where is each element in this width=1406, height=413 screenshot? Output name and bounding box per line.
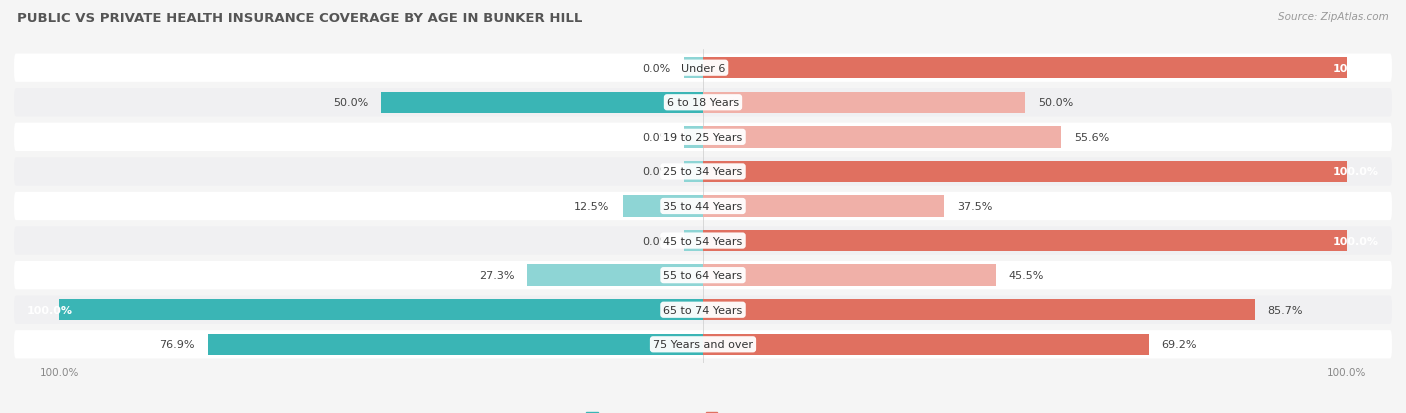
- Text: 0.0%: 0.0%: [643, 64, 671, 74]
- Bar: [683, 161, 703, 183]
- Text: Under 6: Under 6: [681, 64, 725, 74]
- Text: 55 to 64 Years: 55 to 64 Years: [664, 271, 742, 280]
- Bar: [703, 93, 1025, 114]
- Bar: [703, 265, 995, 286]
- Bar: [683, 127, 703, 148]
- Legend: Public Insurance, Private Insurance: Public Insurance, Private Insurance: [582, 408, 824, 413]
- Text: Source: ZipAtlas.com: Source: ZipAtlas.com: [1278, 12, 1389, 22]
- Text: 100.0%: 100.0%: [1333, 236, 1379, 246]
- Text: 19 to 25 Years: 19 to 25 Years: [664, 133, 742, 142]
- Bar: [527, 265, 703, 286]
- FancyBboxPatch shape: [14, 192, 1392, 221]
- Bar: [703, 299, 1254, 320]
- Text: 85.7%: 85.7%: [1268, 305, 1303, 315]
- Text: 12.5%: 12.5%: [574, 202, 610, 211]
- FancyBboxPatch shape: [14, 55, 1392, 83]
- Text: 0.0%: 0.0%: [643, 167, 671, 177]
- FancyBboxPatch shape: [14, 89, 1392, 117]
- Text: 100.0%: 100.0%: [1333, 167, 1379, 177]
- Text: 0.0%: 0.0%: [643, 236, 671, 246]
- Text: 69.2%: 69.2%: [1161, 339, 1197, 349]
- Text: 100.0%: 100.0%: [1333, 64, 1379, 74]
- Text: 45.5%: 45.5%: [1010, 271, 1045, 280]
- Bar: [703, 58, 1347, 79]
- Text: 65 to 74 Years: 65 to 74 Years: [664, 305, 742, 315]
- Bar: [703, 334, 1149, 355]
- FancyBboxPatch shape: [14, 330, 1392, 358]
- Text: 50.0%: 50.0%: [1038, 98, 1073, 108]
- Text: 35 to 44 Years: 35 to 44 Years: [664, 202, 742, 211]
- Text: 55.6%: 55.6%: [1074, 133, 1109, 142]
- Bar: [703, 161, 1347, 183]
- Bar: [381, 93, 703, 114]
- Text: 100.0%: 100.0%: [27, 305, 73, 315]
- Text: PUBLIC VS PRIVATE HEALTH INSURANCE COVERAGE BY AGE IN BUNKER HILL: PUBLIC VS PRIVATE HEALTH INSURANCE COVER…: [17, 12, 582, 25]
- Bar: [703, 196, 945, 217]
- Text: 45 to 54 Years: 45 to 54 Years: [664, 236, 742, 246]
- Text: 75 Years and over: 75 Years and over: [652, 339, 754, 349]
- Bar: [683, 230, 703, 252]
- Text: 0.0%: 0.0%: [643, 133, 671, 142]
- Bar: [59, 299, 703, 320]
- Bar: [683, 58, 703, 79]
- Text: 37.5%: 37.5%: [957, 202, 993, 211]
- Bar: [703, 127, 1062, 148]
- Text: 25 to 34 Years: 25 to 34 Years: [664, 167, 742, 177]
- FancyBboxPatch shape: [14, 123, 1392, 152]
- Text: 27.3%: 27.3%: [479, 271, 515, 280]
- Bar: [703, 230, 1347, 252]
- Bar: [623, 196, 703, 217]
- Bar: [208, 334, 703, 355]
- Text: 76.9%: 76.9%: [159, 339, 195, 349]
- FancyBboxPatch shape: [14, 158, 1392, 186]
- Text: 6 to 18 Years: 6 to 18 Years: [666, 98, 740, 108]
- FancyBboxPatch shape: [14, 296, 1392, 324]
- FancyBboxPatch shape: [14, 227, 1392, 255]
- Text: 50.0%: 50.0%: [333, 98, 368, 108]
- FancyBboxPatch shape: [14, 261, 1392, 290]
